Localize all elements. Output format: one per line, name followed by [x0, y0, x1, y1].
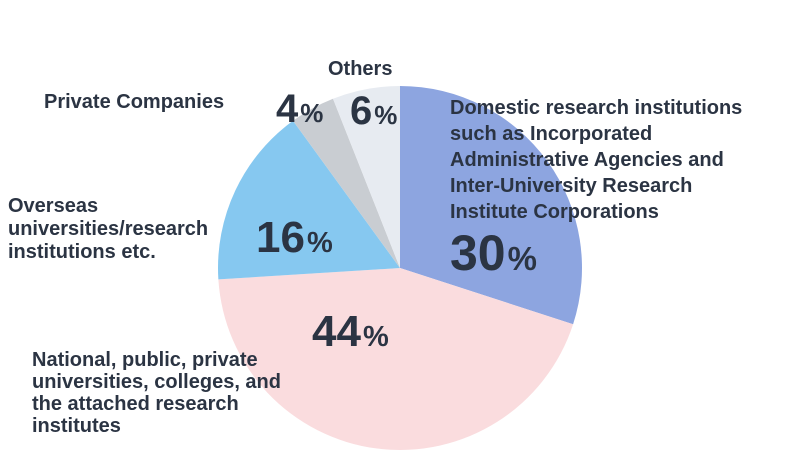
pie-slice-0 [400, 86, 582, 325]
pie-slice-2 [218, 120, 400, 280]
slice-percent-1: 44% [312, 307, 389, 356]
slice-percent-2: 16% [256, 213, 333, 262]
slice-percent-4: 6% [350, 89, 397, 133]
slice-label-2: Overseas universities/research institution… [8, 195, 208, 263]
slice-percent-3: 4% [276, 87, 323, 131]
slice-label-4: Others [328, 58, 392, 80]
pie-labels: Domestic research institutions such as In… [8, 58, 742, 437]
slice-percent-0: 30% [450, 225, 537, 281]
pie-slice-3 [293, 98, 400, 268]
slice-label-1: National, public, private universities, c… [32, 349, 281, 437]
slice-label-0: Domestic research institutions such as In… [450, 97, 742, 223]
pie-slices [218, 85, 582, 450]
slice-label-3: Private Companies [44, 91, 224, 113]
pie-slice-1 [218, 268, 574, 450]
pie-slice-4 [333, 85, 400, 268]
